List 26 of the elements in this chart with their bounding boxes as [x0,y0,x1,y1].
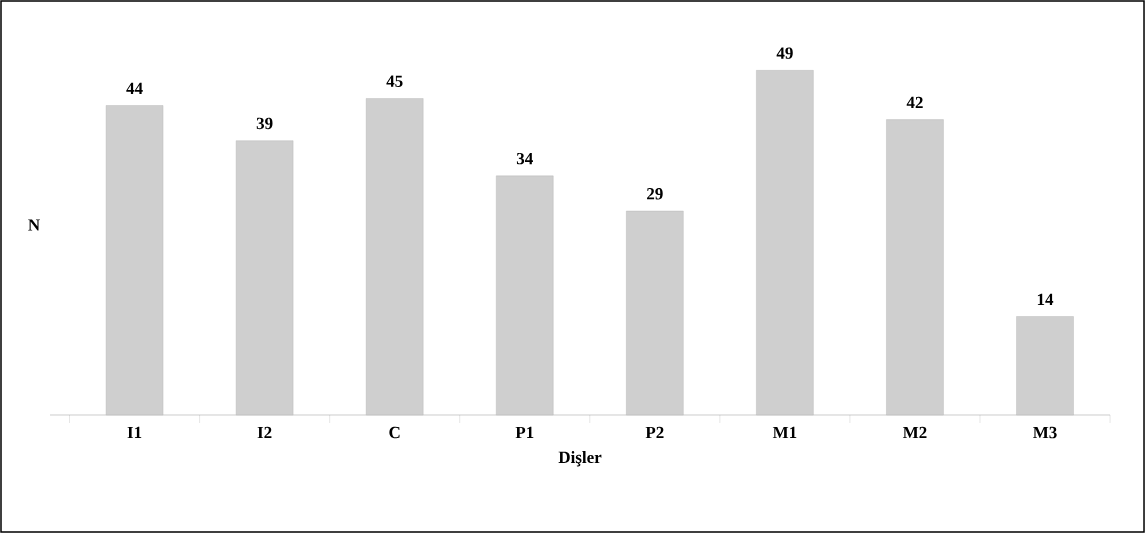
x-tick-label: P1 [515,426,534,439]
data-label: 42 [906,96,923,109]
data-label: 45 [386,75,403,87]
bar [235,140,294,416]
data-label: 39 [256,117,273,130]
x-tick-label: M1 [772,426,797,439]
bar [886,119,944,416]
x-tick-label: M3 [1033,426,1057,439]
bar [365,98,424,416]
x-tick-label: P2 [645,426,664,439]
bar [1016,316,1074,416]
bar [496,175,554,416]
bar [626,210,684,416]
x-tick-label: C [389,426,400,439]
bar [756,70,814,416]
x-tick-label: M2 [902,426,927,439]
x-axis-title: Dişler [558,451,602,467]
data-label: 14 [1037,293,1054,305]
data-label: 29 [647,188,663,200]
x-tick-label: I1 [127,426,142,439]
data-label: 34 [516,152,533,165]
data-label: 49 [776,47,793,59]
x-tick-label: I2 [257,426,272,439]
y-axis-title: N [28,219,40,231]
data-label: 44 [126,82,143,94]
bar [105,105,164,416]
